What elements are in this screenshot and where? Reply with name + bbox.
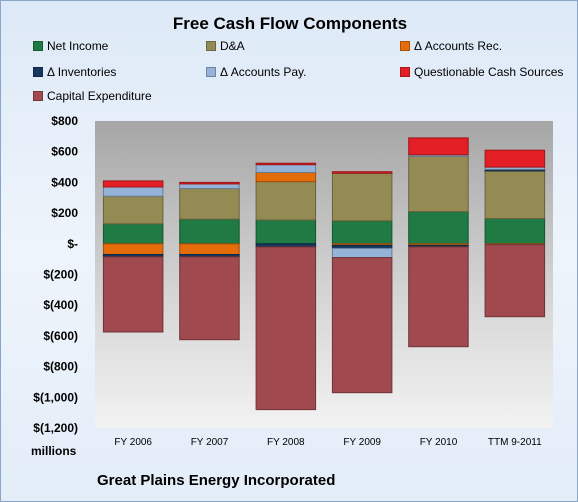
legend-label: Net Income bbox=[47, 39, 109, 53]
bar-segment bbox=[255, 171, 317, 183]
x-tick-label: FY 2008 bbox=[267, 437, 305, 448]
y-tick-label: $- bbox=[67, 237, 78, 251]
company-name: Great Plains Energy Incorporated bbox=[97, 472, 336, 489]
legend-swatch bbox=[33, 66, 43, 77]
bar-segment bbox=[484, 244, 546, 318]
bar-segment bbox=[102, 195, 164, 225]
y-tick-label: $600 bbox=[51, 145, 78, 159]
bar-segment bbox=[102, 180, 164, 188]
bar-segment bbox=[331, 171, 393, 174]
bar-segment bbox=[255, 219, 317, 245]
bar-segment bbox=[331, 172, 393, 222]
bar-segment bbox=[102, 223, 164, 245]
bar-segment bbox=[255, 181, 317, 221]
y-tick-label: $(800) bbox=[43, 360, 78, 374]
legend-swatch bbox=[206, 66, 216, 77]
bar-segment bbox=[179, 181, 240, 185]
legend-swatch bbox=[206, 40, 216, 51]
y-tick-label: $(400) bbox=[43, 298, 78, 312]
bar-segment bbox=[408, 211, 469, 245]
bar-segment bbox=[484, 170, 546, 219]
bar-segment bbox=[179, 218, 240, 245]
y-axis-units: millions bbox=[31, 444, 77, 458]
y-tick-label: $800 bbox=[51, 114, 78, 128]
legend-label: Questionable Cash Sources bbox=[414, 65, 564, 79]
bar-segment bbox=[484, 218, 546, 245]
bar-segment bbox=[179, 188, 240, 220]
y-tick-label: $(600) bbox=[43, 329, 78, 343]
x-tick-label: FY 2006 bbox=[114, 437, 152, 448]
bar-segment bbox=[102, 186, 164, 197]
bar-segment bbox=[179, 256, 240, 341]
bar-segment bbox=[331, 247, 393, 259]
legend-item: Capital Expenditure bbox=[33, 89, 152, 103]
legend-item: Net Income bbox=[33, 39, 108, 53]
plot-area bbox=[95, 121, 553, 428]
legend-label: Δ Inventories bbox=[47, 65, 117, 79]
bar-segment bbox=[408, 137, 469, 156]
bar-segment bbox=[255, 246, 317, 411]
x-tick-label: TTM 9-2011 bbox=[488, 437, 542, 448]
legend-item: Questionable Cash Sources bbox=[400, 65, 563, 79]
x-tick-label: FY 2007 bbox=[191, 437, 229, 448]
y-tick-label: $400 bbox=[51, 175, 78, 189]
bar-segment bbox=[408, 246, 469, 348]
y-tick-label: $200 bbox=[51, 206, 78, 220]
chart-title: Free Cash Flow Components bbox=[172, 14, 408, 33]
legend-swatch bbox=[33, 90, 43, 101]
chart-legend: Net Income D&A Δ Accounts Rec. Δ Inventorie… bbox=[1, 1, 577, 111]
legend-swatch bbox=[400, 40, 410, 51]
y-tick-label: $(1,000) bbox=[33, 390, 78, 404]
legend-label: Capital Expenditure bbox=[47, 89, 152, 103]
y-tick-label: $(200) bbox=[43, 268, 78, 282]
bar-segment bbox=[408, 155, 469, 213]
legend-label: Δ Accounts Rec. bbox=[414, 39, 503, 53]
bar-segment bbox=[331, 220, 393, 245]
x-tick-label: FY 2010 bbox=[420, 437, 458, 448]
bar-segment bbox=[179, 183, 240, 189]
bar-segment bbox=[331, 257, 393, 394]
legend-item: Δ Accounts Pay. bbox=[206, 65, 307, 79]
bar-segment bbox=[179, 243, 240, 256]
x-tick-label: FY 2009 bbox=[343, 437, 381, 448]
y-tick-label: $(1,200) bbox=[33, 421, 78, 435]
legend-item: Δ Accounts Rec. bbox=[400, 39, 502, 53]
legend-label: D&A bbox=[220, 39, 245, 53]
bar-segment bbox=[484, 149, 546, 168]
legend-swatch bbox=[33, 40, 43, 51]
bar-segment bbox=[102, 243, 164, 256]
legend-label: Δ Accounts Pay. bbox=[220, 65, 307, 79]
legend-item: Δ Inventories bbox=[33, 65, 116, 79]
legend-item: D&A bbox=[206, 39, 245, 53]
bar-segment bbox=[255, 164, 317, 173]
legend-swatch bbox=[400, 66, 410, 77]
bar-segment bbox=[255, 162, 317, 166]
bar-segment bbox=[102, 256, 164, 333]
